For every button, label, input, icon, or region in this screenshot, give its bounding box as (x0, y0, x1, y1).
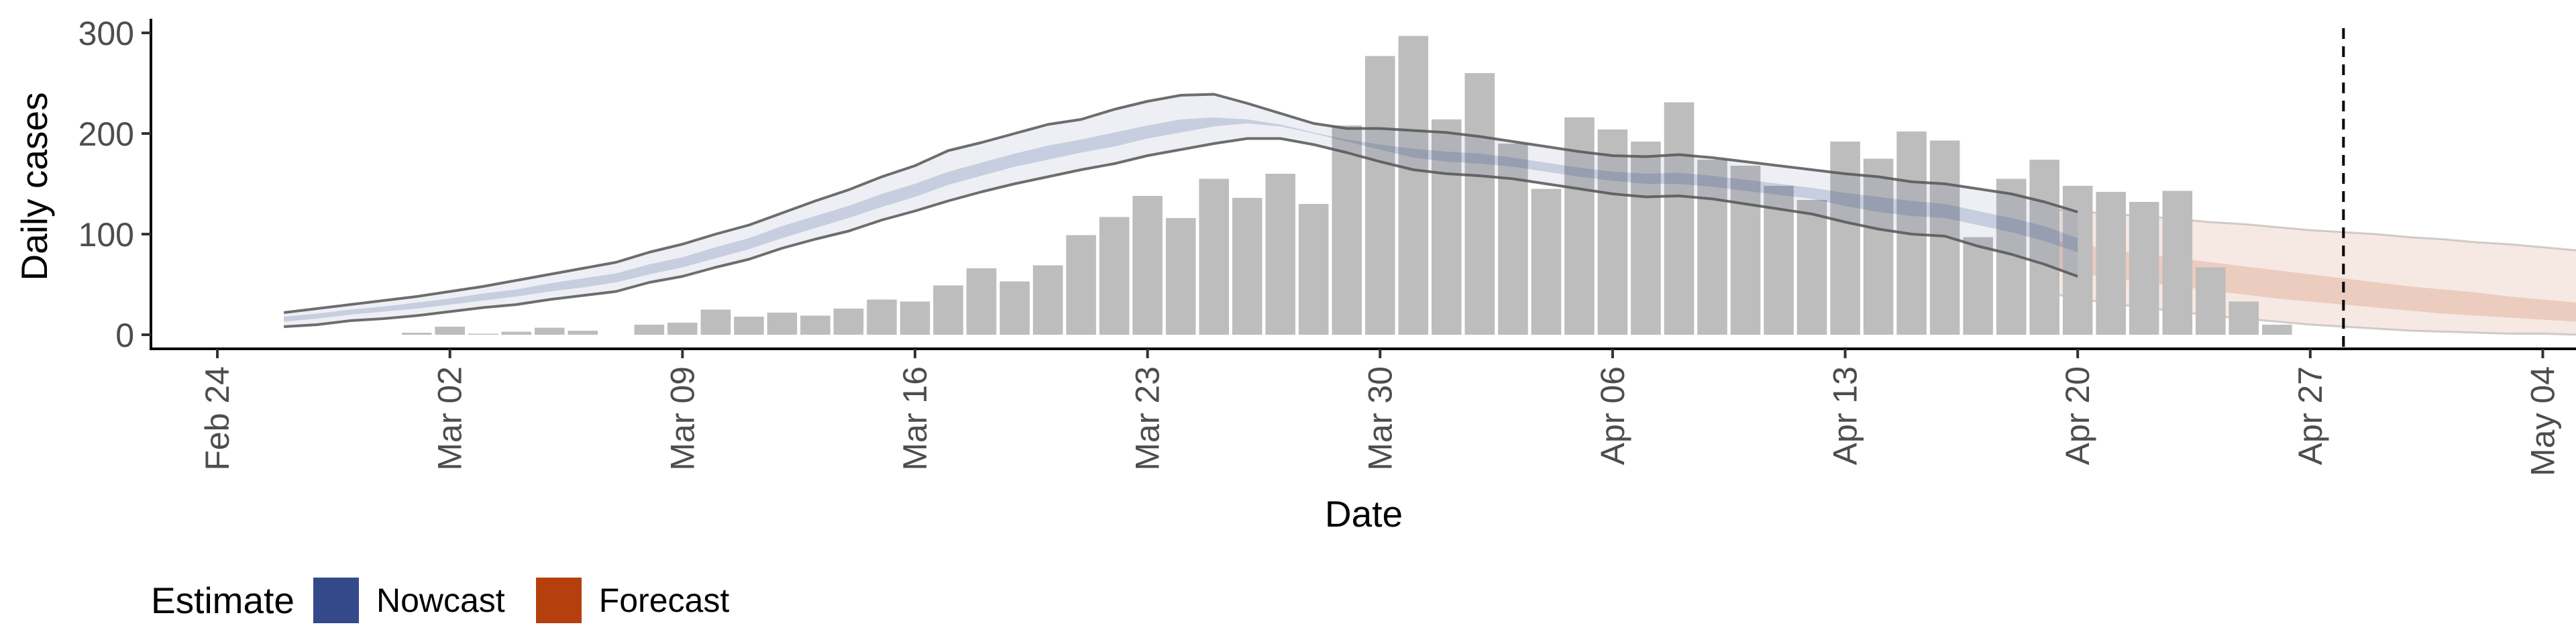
case-bar (501, 331, 531, 335)
case-bar (1531, 189, 1562, 335)
case-bar (1265, 174, 1295, 335)
case-bar (1963, 237, 1993, 335)
case-bar (634, 325, 665, 335)
case-bar (1830, 142, 1860, 335)
x-tick-label: Mar 09 (663, 366, 701, 471)
x-axis-title: Date (1325, 493, 1403, 535)
x-tick-label: Apr 06 (1594, 366, 1631, 465)
case-bar (1099, 217, 1130, 335)
case-bar (1199, 178, 1229, 335)
legend-label-nowcast: Nowcast (376, 582, 505, 619)
x-tick-label: Mar 02 (431, 366, 469, 471)
y-axis-title: Daily cases (13, 92, 55, 280)
case-bar (900, 301, 930, 335)
axes-layer: 0 100 200 300 Feb 24 Mar 02 Mar 09 Mar 16 Mar 23… (78, 15, 2576, 476)
case-bar (1332, 125, 1362, 335)
case-bar (1863, 158, 1894, 335)
case-bar (2129, 202, 2159, 335)
nowcast-layer (283, 93, 2078, 328)
case-bar (2196, 267, 2226, 335)
case-bar (1730, 166, 1761, 335)
legend-key-forecast (535, 578, 582, 623)
case-bar (667, 323, 698, 335)
case-bar (700, 309, 731, 335)
case-bar (734, 317, 764, 335)
x-tick-label: Apr 27 (2292, 366, 2329, 465)
y-tick-label: 300 (78, 15, 134, 52)
case-bar (1365, 56, 1395, 335)
case-bar (1232, 198, 1263, 335)
nowcast-band-90 (284, 94, 2078, 327)
case-bar (833, 309, 864, 335)
case-bar (535, 327, 565, 335)
nowcast-upper-line (283, 93, 2078, 314)
case-bar (1132, 196, 1163, 335)
legend: Estimate Nowcast Forecast (151, 577, 760, 624)
case-bar (933, 285, 963, 335)
y-tick-label: 200 (78, 115, 134, 153)
x-tick-label: Apr 13 (1827, 366, 1864, 465)
bars-layer (401, 36, 2292, 335)
x-tick-label: Mar 30 (1361, 366, 1399, 471)
case-bar (468, 333, 498, 335)
case-bar (435, 327, 465, 335)
case-bar (800, 315, 830, 335)
case-bar (1929, 140, 1960, 335)
legend-key-nowcast (313, 578, 359, 623)
x-tick-label: Feb 24 (199, 366, 236, 471)
case-bar (1066, 235, 1096, 335)
case-bar (1697, 160, 1727, 335)
case-bar (1165, 218, 1196, 335)
x-tick-label: Mar 16 (896, 366, 934, 471)
case-bar (1464, 73, 1495, 335)
y-tick-label: 100 (78, 216, 134, 254)
case-bar (867, 299, 897, 335)
case-bar (2262, 325, 2292, 335)
nowcast-band-50 (284, 117, 2078, 322)
y-tick-label: 0 (115, 317, 134, 354)
case-bar (2162, 191, 2193, 335)
x-tick-label: Apr 20 (2059, 366, 2096, 465)
case-bar (1000, 281, 1030, 335)
case-bar (1597, 129, 1628, 335)
case-bar (1664, 102, 1695, 335)
case-bar (401, 333, 432, 335)
case-bar (1631, 142, 1661, 335)
nowcast-lower-line (283, 137, 2078, 328)
case-bar (1298, 204, 1329, 335)
case-bar (568, 331, 598, 335)
case-bar (1032, 265, 1063, 335)
case-bar (1398, 36, 1429, 335)
x-tick-label: May 04 (2524, 366, 2562, 476)
case-bar (1498, 144, 1528, 335)
case-bar (767, 313, 798, 335)
case-bar (1796, 200, 1827, 335)
case-bar (2096, 192, 2126, 335)
legend-label-forecast: Forecast (598, 582, 730, 619)
case-bar (2229, 301, 2259, 335)
legend-title: Estimate (151, 580, 294, 621)
x-tick-label: Mar 23 (1129, 366, 1167, 471)
case-bar (1432, 119, 1462, 335)
case-bar (2029, 160, 2059, 335)
case-bar (966, 268, 997, 335)
